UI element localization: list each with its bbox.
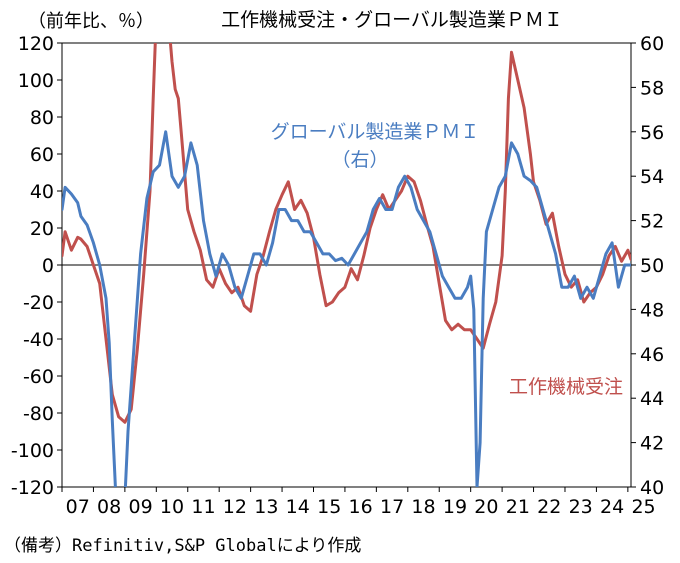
machine-tool-orders-line <box>62 43 631 424</box>
left-axis-tick-label: 60 <box>30 144 54 166</box>
chart-title: 工作機械受注・グローバル製造業ＰＭＩ <box>221 9 563 31</box>
left-axis-tick-label: 120 <box>18 33 54 55</box>
left-axis-tick-label: 20 <box>30 218 54 240</box>
left-axis-tick-label: -60 <box>23 366 54 388</box>
x-axis-tick-label: 23 <box>569 496 593 518</box>
right-axis-tick-label: 50 <box>640 255 664 277</box>
right-axis-tick-label: 54 <box>640 166 664 188</box>
x-axis-tick-label: 24 <box>600 496 624 518</box>
x-axis-tick-label: 18 <box>411 496 435 518</box>
x-axis-tick-label: 11 <box>191 496 215 518</box>
x-axis-tick-label: 08 <box>97 496 121 518</box>
x-axis-tick-label: 13 <box>254 496 278 518</box>
right-axis-tick-label: 48 <box>640 299 664 321</box>
right-axis-tick-label: 58 <box>640 77 664 99</box>
left-axis-tick-label: -80 <box>23 403 54 425</box>
right-axis-tick-label: 44 <box>640 388 664 410</box>
left-axis-tick-label: 40 <box>30 181 54 203</box>
right-axis-tick-label: 42 <box>640 433 664 455</box>
left-axis-tick-label: 80 <box>30 107 54 129</box>
x-axis-tick-label: 16 <box>349 496 373 518</box>
x-axis-tick-label: 10 <box>160 496 184 518</box>
x-axis-tick-label: 22 <box>537 496 561 518</box>
right-axis-tick-label: 46 <box>640 344 664 366</box>
x-axis-tick-label: 20 <box>474 496 498 518</box>
left-axis-tick-label: 0 <box>42 255 54 277</box>
x-axis-tick-label: 19 <box>443 496 467 518</box>
x-axis-tick-label: 14 <box>286 496 310 518</box>
source-note: （備考）Refinitiv,S&P Globalにより作成 <box>4 536 361 556</box>
pmi-line <box>62 130 631 487</box>
pmi-series-label-axis-note: （右） <box>331 149 388 171</box>
pmi-series-label: グローバル製造業ＰＭＩ <box>271 121 480 143</box>
x-axis-tick-label: 15 <box>317 496 341 518</box>
left-axis-tick-label: -100 <box>11 440 54 462</box>
right-axis-tick-label: 40 <box>640 477 664 499</box>
x-axis-tick-label: 21 <box>506 496 530 518</box>
left-axis-unit: （前年比、％） <box>28 11 154 32</box>
x-axis-tick-label: 25 <box>631 496 655 518</box>
left-axis-tick-label: -40 <box>23 329 54 351</box>
x-axis-tick-label: 17 <box>380 496 404 518</box>
left-axis-tick-label: -20 <box>23 292 54 314</box>
right-axis-tick-label: 56 <box>640 122 664 144</box>
left-axis-tick-label: -120 <box>11 477 54 499</box>
right-axis-tick-label: 52 <box>640 211 664 233</box>
x-axis-tick-label: 07 <box>66 496 90 518</box>
x-axis-tick-label: 09 <box>128 496 152 518</box>
x-axis-tick-label: 12 <box>223 496 247 518</box>
right-axis-tick-label: 60 <box>640 33 664 55</box>
machine-tool-orders-series-label: 工作機械受注 <box>509 376 623 398</box>
left-axis-tick-label: 100 <box>18 70 54 92</box>
